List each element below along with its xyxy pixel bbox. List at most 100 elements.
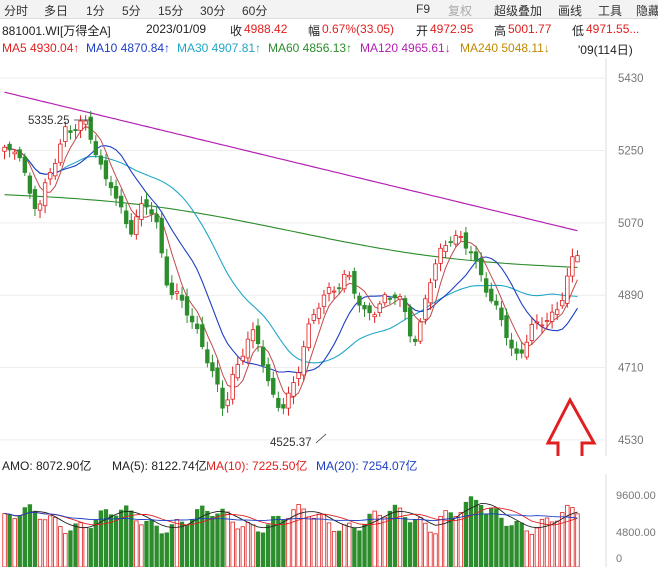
volume-bar [529, 533, 535, 567]
candle-body [544, 320, 550, 322]
candle-body [47, 172, 53, 180]
volume-bar [539, 518, 545, 567]
candle-body [113, 186, 119, 199]
volume-bar [179, 521, 185, 567]
volume-bar [301, 508, 306, 567]
volume-chart[interactable]: 9600.00 4800.00 0 [0, 474, 658, 567]
draw-line-button[interactable]: 画线 [558, 4, 583, 18]
ma10-legend: MA10 4870.84↑ [86, 41, 171, 55]
volume-bar [362, 523, 367, 567]
volume-bar [103, 509, 109, 567]
volume-bar [134, 520, 139, 567]
volume-bar [159, 533, 164, 567]
candle-body [473, 251, 479, 262]
volume-bar [555, 520, 560, 567]
tab-15min[interactable]: 15分 [158, 4, 184, 18]
candle-body [169, 282, 175, 296]
volume-bar [367, 513, 372, 567]
candle-body [458, 236, 464, 238]
quote-info-bar: 881001.WI[万得全A] 2023/01/09 收 4988.42 幅 0… [0, 18, 658, 40]
volume-bar [570, 507, 575, 567]
candle-body [189, 315, 195, 323]
candle-body [555, 309, 560, 315]
volume-bar [402, 517, 408, 567]
candle-body [184, 296, 190, 316]
candle-body [98, 155, 104, 165]
candle-body [499, 307, 504, 321]
candle-body [534, 321, 540, 324]
candle-body [382, 294, 387, 304]
candle-body [139, 203, 144, 220]
volume-bar [32, 510, 38, 567]
restore-rights-button[interactable]: 复权 [448, 4, 473, 18]
volume-bar [397, 507, 403, 567]
tab-intraday[interactable]: 分时 [4, 4, 29, 18]
candle-body [250, 329, 256, 342]
volume-bar [215, 513, 220, 567]
volume-ma20-line [4, 511, 578, 522]
volume-bar [336, 530, 342, 567]
candle-body [124, 210, 129, 225]
candle-body [433, 263, 438, 281]
high-annotation: 5335.25 [28, 115, 92, 127]
candle-body [144, 199, 149, 208]
volume-bar [118, 509, 124, 567]
tools-button[interactable]: 工具 [598, 4, 623, 18]
candle-body [367, 305, 372, 314]
low-label: 4525.37 [270, 437, 312, 449]
volume-bar [392, 504, 398, 567]
candle-body [78, 120, 83, 131]
f9-button[interactable]: F9 [416, 2, 431, 16]
candle-body [7, 143, 12, 151]
tab-5min[interactable]: 5分 [122, 4, 141, 18]
ma60-legend: MA60 4856.13↑ [268, 41, 353, 55]
volume-bar [73, 523, 78, 567]
volume-bar [53, 516, 58, 567]
volume-bar [458, 512, 464, 567]
ma30-legend: MA30 4907.81↑ [177, 41, 262, 55]
volume-bar [357, 530, 362, 567]
volume-bar [184, 524, 190, 567]
candle-body [205, 349, 210, 364]
instrument-code: 881001.WI[万得全A] [2, 24, 111, 38]
candle-body [301, 346, 306, 376]
volume-bar [438, 515, 443, 567]
super-overlay-button[interactable]: 超级叠加 [494, 4, 543, 18]
candle-body [281, 404, 286, 409]
tab-1min[interactable]: 1分 [86, 4, 105, 18]
candle-body [108, 182, 114, 189]
tab-multi-day[interactable]: 多日 [44, 4, 69, 18]
change-label: 幅 [308, 24, 321, 38]
candle-body [83, 120, 88, 125]
candle-body [316, 307, 322, 319]
volume-bar [271, 516, 276, 567]
candle-body [200, 324, 205, 348]
volume-bar [235, 528, 240, 567]
open-label: 开 [416, 24, 429, 38]
volume-bar [519, 522, 524, 567]
volume-bar [453, 516, 458, 567]
volume-bar [433, 533, 438, 567]
volume-bar [266, 524, 271, 567]
candle-body [524, 341, 529, 358]
candlestick-chart[interactable]: 5430 5250 5070 4890 4710 4530 5335.25 4525.37 [0, 58, 658, 456]
candle-body [392, 294, 398, 299]
candle-body [468, 251, 474, 254]
candle-body [159, 218, 164, 254]
volume-bar [205, 510, 210, 567]
candle-body [88, 116, 93, 140]
volume-bar [68, 530, 73, 567]
candle-body [387, 297, 393, 300]
volume-bar [484, 513, 489, 567]
volume-bar [575, 513, 580, 567]
tab-60min[interactable]: 60分 [242, 4, 268, 18]
hide-button[interactable]: 隐藏 [636, 4, 658, 18]
volume-bar [428, 531, 433, 567]
tab-30min[interactable]: 30分 [200, 4, 226, 18]
volume-bar [296, 504, 301, 567]
candle-body [235, 364, 240, 379]
high-label: 5335.25 [28, 115, 70, 127]
volume-bar [281, 519, 286, 567]
period-count: '09(114日) [578, 43, 633, 57]
volume-bar [129, 510, 134, 567]
